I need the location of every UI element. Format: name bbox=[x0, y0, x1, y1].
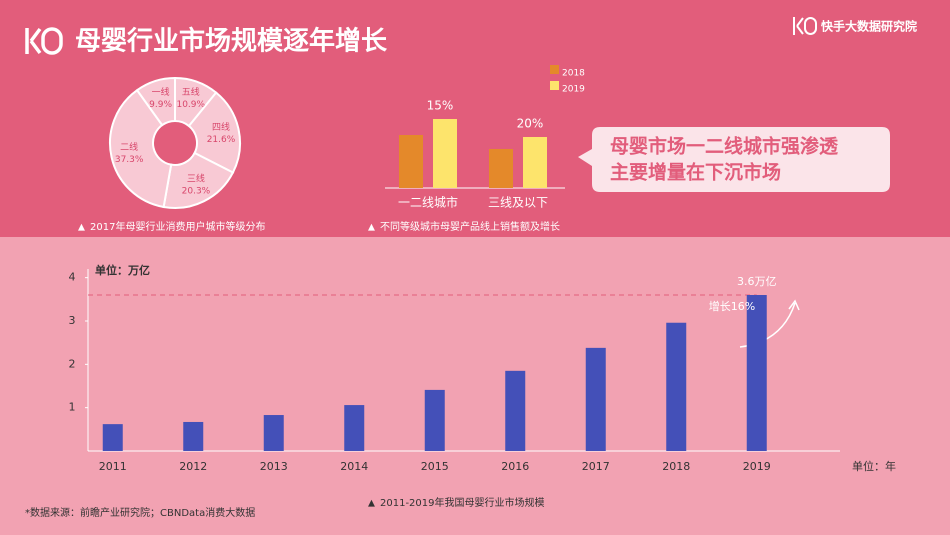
y-tick-label: 4 bbox=[69, 271, 76, 284]
callout-text: 母婴市场一二线城市强渗透 bbox=[610, 135, 839, 158]
growth-arrowhead bbox=[788, 299, 800, 311]
bar bbox=[102, 424, 123, 451]
slice-value: 10.9% bbox=[176, 100, 205, 110]
y-tick-label: 3 bbox=[69, 314, 76, 327]
x-tick-label: 2016 bbox=[501, 460, 529, 473]
slice-label: 五线 bbox=[182, 86, 200, 98]
x-tick-label: 三线及以下 bbox=[488, 196, 548, 210]
caption-marker: ▲ bbox=[368, 223, 375, 233]
caption: 2017年母婴行业消费用户城市等级分布 bbox=[90, 220, 265, 233]
legend-label: 2018 bbox=[562, 69, 585, 79]
brand-logo-k bbox=[793, 17, 804, 35]
bar bbox=[263, 415, 284, 451]
pie-slice bbox=[135, 76, 176, 127]
x-tick-label: 2013 bbox=[260, 460, 288, 473]
growth-label: 20% bbox=[517, 117, 544, 131]
legend-swatch bbox=[550, 81, 559, 90]
x-tick-label: 2012 bbox=[179, 460, 207, 473]
value-label: 3.6万亿 bbox=[737, 275, 777, 288]
bar bbox=[399, 135, 423, 188]
slice-label: 四线 bbox=[212, 121, 230, 133]
legend-label: 2019 bbox=[562, 85, 585, 95]
logo-k bbox=[25, 27, 42, 55]
slice-label: 三线 bbox=[187, 173, 205, 185]
pie-slice bbox=[187, 91, 241, 174]
x-tick-label: 2015 bbox=[421, 460, 449, 473]
pie-slice bbox=[162, 151, 235, 209]
x-tick-label: 一二线城市 bbox=[398, 195, 458, 210]
y-axis-title: 单位：万亿 bbox=[95, 263, 150, 277]
pie-slice bbox=[109, 88, 173, 209]
bar bbox=[183, 421, 204, 451]
caption-marker: ▲ bbox=[368, 499, 375, 509]
logo-o bbox=[41, 27, 63, 55]
bar bbox=[523, 137, 547, 188]
slice-value: 20.3% bbox=[182, 187, 211, 197]
bar bbox=[746, 295, 767, 451]
bar bbox=[489, 149, 513, 188]
page-title: 母婴行业市场规模逐年增长 bbox=[75, 26, 388, 57]
bar bbox=[505, 370, 526, 451]
brand-logo-o bbox=[804, 17, 817, 35]
slice-label: 二线 bbox=[120, 141, 138, 153]
slice-label: 一线 bbox=[152, 86, 170, 98]
x-tick-label: 2017 bbox=[582, 460, 610, 473]
bar bbox=[424, 389, 445, 451]
growth-label: 增长16% bbox=[709, 299, 755, 313]
callout-box bbox=[578, 127, 890, 192]
bottom-panel bbox=[0, 237, 950, 535]
legend-swatch bbox=[550, 65, 559, 74]
logo bbox=[25, 27, 63, 55]
bar bbox=[433, 119, 457, 188]
source-note: *数据来源：前瞻产业研究院；CBNData消费大数据 bbox=[25, 506, 255, 519]
slice-value: 37.3% bbox=[115, 155, 144, 165]
x-tick-label: 2018 bbox=[662, 460, 690, 473]
growth-label: 15% bbox=[427, 99, 454, 113]
y-tick-label: 2 bbox=[69, 357, 76, 370]
bar bbox=[666, 322, 687, 451]
caption-marker: ▲ bbox=[78, 223, 85, 233]
brand: 快手大数据研究院 bbox=[821, 19, 917, 34]
caption: 2011-2019年我国母婴行业市场规模 bbox=[380, 496, 545, 509]
x-tick-label: 2014 bbox=[340, 460, 368, 473]
caption: 不同等级城市母婴产品线上销售额及增长 bbox=[380, 220, 560, 233]
brand-logo bbox=[793, 17, 817, 35]
slice-value: 21.6% bbox=[207, 135, 236, 145]
x-tick-label: 2011 bbox=[99, 460, 127, 473]
x-axis-title: 单位：年 bbox=[852, 459, 896, 473]
y-tick-label: 1 bbox=[69, 401, 76, 414]
bar bbox=[344, 405, 365, 451]
callout-text: 主要增量在下沉市场 bbox=[610, 161, 781, 184]
x-tick-label: 2019 bbox=[743, 460, 771, 473]
bar bbox=[585, 347, 606, 451]
slice-value: 9.9% bbox=[149, 100, 172, 110]
